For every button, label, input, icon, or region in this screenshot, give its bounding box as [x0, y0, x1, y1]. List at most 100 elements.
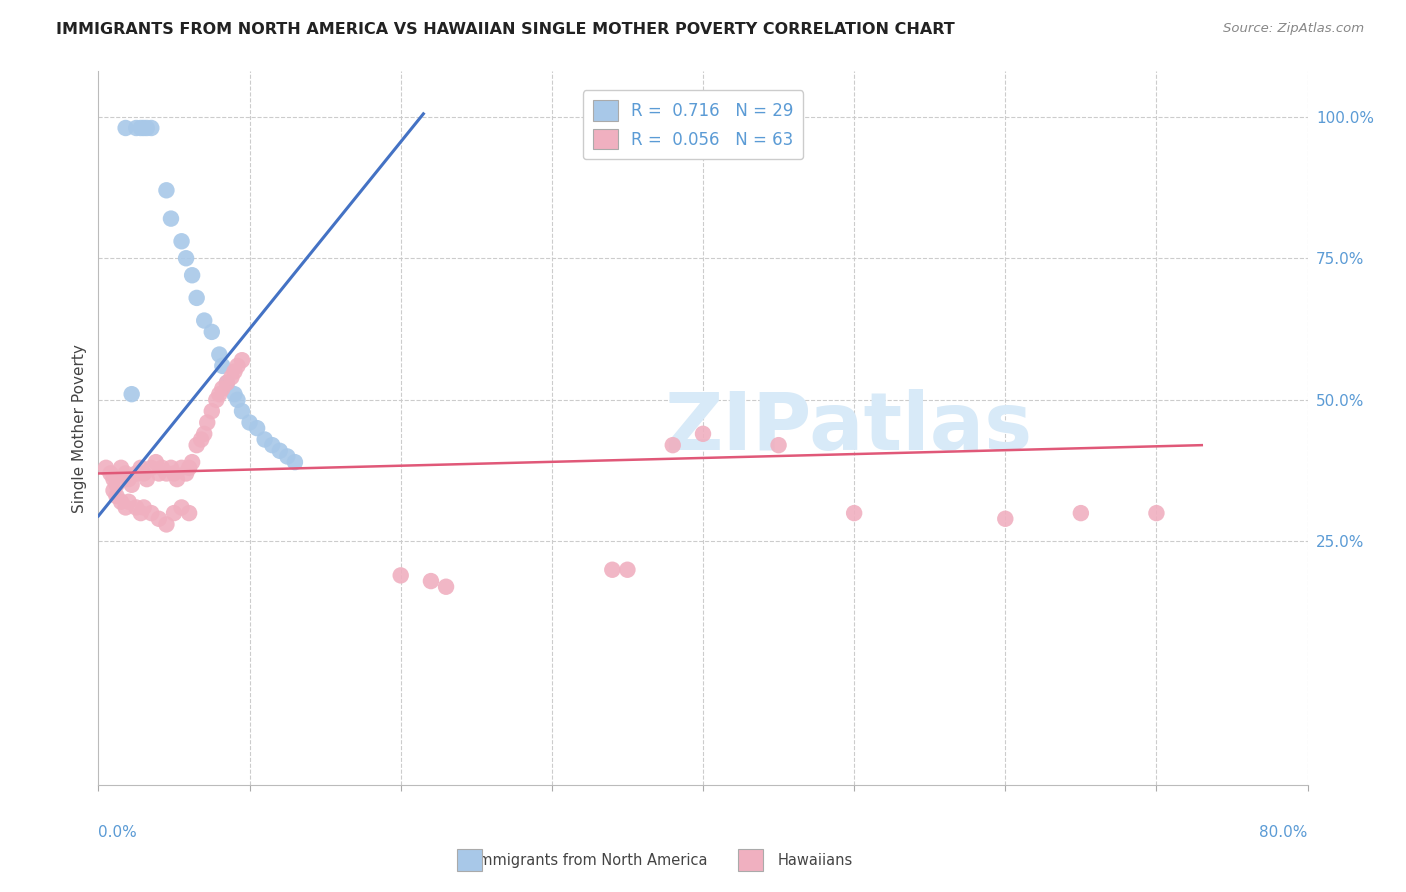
Point	[170, 500, 193, 515]
Point	[114, 120, 136, 135]
Point	[118, 472, 141, 486]
Point	[221, 370, 243, 384]
Point	[129, 460, 152, 475]
Point	[179, 460, 201, 475]
Point	[1070, 506, 1092, 520]
Point	[170, 460, 193, 475]
Point	[186, 438, 208, 452]
Point	[389, 568, 412, 582]
Point	[434, 580, 457, 594]
Point	[276, 450, 298, 464]
Y-axis label: Single Mother Poverty: Single Mother Poverty	[72, 343, 87, 513]
Point	[181, 268, 204, 283]
Point	[155, 467, 177, 481]
Point	[105, 489, 128, 503]
Point	[190, 433, 212, 447]
Point	[231, 353, 253, 368]
Point	[253, 433, 276, 447]
Point	[163, 467, 186, 481]
Point	[208, 347, 231, 361]
Point	[155, 517, 177, 532]
Point	[186, 291, 208, 305]
Point	[110, 460, 132, 475]
Point	[231, 404, 253, 418]
Point	[205, 392, 228, 407]
Point	[118, 495, 141, 509]
Point	[103, 483, 125, 498]
Point	[132, 500, 155, 515]
Point	[160, 211, 183, 226]
Text: 80.0%: 80.0%	[1260, 825, 1308, 840]
Text: Hawaiians: Hawaiians	[778, 854, 853, 868]
Point	[141, 506, 163, 520]
Point	[211, 359, 233, 373]
Point	[1146, 506, 1168, 520]
Point	[226, 359, 249, 373]
Point	[170, 234, 193, 248]
Point	[201, 404, 224, 418]
Point	[179, 506, 201, 520]
Point	[239, 416, 262, 430]
Point	[125, 467, 148, 481]
Point	[174, 252, 197, 266]
Point	[129, 120, 152, 135]
Point	[181, 455, 204, 469]
Point	[110, 495, 132, 509]
Point	[121, 387, 143, 401]
Point	[135, 472, 157, 486]
Point	[132, 467, 155, 481]
Point	[224, 365, 246, 379]
Point	[208, 387, 231, 401]
Point	[224, 387, 246, 401]
Point	[201, 325, 224, 339]
Point	[114, 467, 136, 481]
Point	[145, 455, 167, 469]
Point	[129, 506, 152, 520]
Point	[844, 506, 866, 520]
Point	[94, 460, 117, 475]
Point	[768, 438, 790, 452]
Point	[155, 183, 177, 197]
Point	[269, 443, 291, 458]
Legend: R =  0.716   N = 29, R =  0.056   N = 63: R = 0.716 N = 29, R = 0.056 N = 63	[582, 90, 803, 160]
Point	[211, 382, 233, 396]
Point	[602, 120, 624, 135]
Point	[105, 477, 128, 491]
Point	[662, 438, 685, 452]
Point	[132, 120, 155, 135]
Point	[174, 467, 197, 481]
Point	[193, 426, 215, 441]
Point	[193, 313, 215, 327]
Point	[166, 472, 188, 486]
Point	[420, 574, 443, 588]
Point	[103, 472, 125, 486]
Point	[160, 460, 183, 475]
Point	[125, 120, 148, 135]
Point	[994, 512, 1017, 526]
Text: 0.0%: 0.0%	[98, 825, 138, 840]
Point	[135, 120, 157, 135]
Point	[148, 512, 170, 526]
Text: ZIPatlas: ZIPatlas	[664, 389, 1032, 467]
Point	[114, 500, 136, 515]
Text: Source: ZipAtlas.com: Source: ZipAtlas.com	[1223, 22, 1364, 36]
Point	[246, 421, 269, 435]
Point	[284, 455, 307, 469]
Point	[226, 392, 249, 407]
Point	[602, 563, 624, 577]
Text: Immigrants from North America: Immigrants from North America	[474, 854, 707, 868]
Point	[148, 467, 170, 481]
Point	[616, 563, 638, 577]
Point	[262, 438, 284, 452]
Point	[100, 467, 122, 481]
Point	[215, 376, 238, 390]
Point	[121, 477, 143, 491]
Point	[150, 460, 173, 475]
Point	[692, 426, 714, 441]
Point	[141, 460, 163, 475]
Text: IMMIGRANTS FROM NORTH AMERICA VS HAWAIIAN SINGLE MOTHER POVERTY CORRELATION CHAR: IMMIGRANTS FROM NORTH AMERICA VS HAWAIIA…	[56, 22, 955, 37]
Point	[125, 500, 148, 515]
Point	[195, 416, 218, 430]
Point	[141, 120, 163, 135]
Point	[163, 506, 186, 520]
